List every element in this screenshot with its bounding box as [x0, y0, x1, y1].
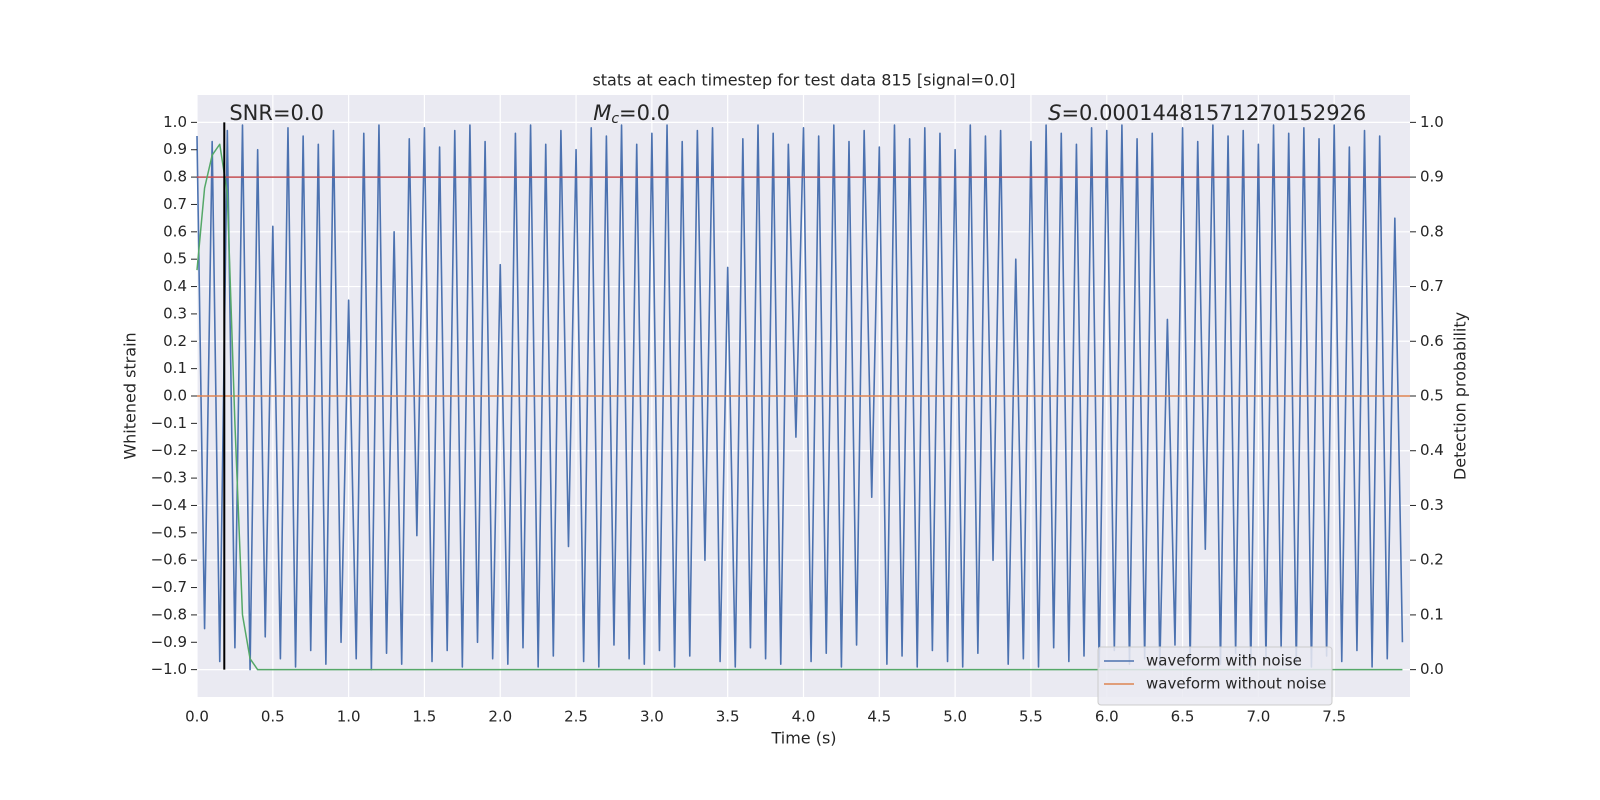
x-tick-label: 3.5: [716, 708, 740, 726]
annotation-text: =0.0: [619, 101, 670, 125]
legend-label: waveform with noise: [1146, 652, 1302, 670]
y-tick-label: 0.6: [163, 222, 187, 240]
x-tick-label: 2.0: [488, 708, 512, 726]
y-tick-label: −0.7: [151, 578, 187, 596]
y2-tick-label: 0.8: [1420, 222, 1444, 240]
annotation-text: SNR=0.0: [229, 101, 324, 125]
legend-label: waveform without noise: [1146, 675, 1326, 693]
y2-tick-label: 0.6: [1420, 332, 1444, 350]
y2-tick-label: 0.0: [1420, 660, 1444, 678]
annotation: SNR=0.0: [229, 101, 324, 125]
y-tick-label: 0.1: [163, 359, 187, 377]
y-tick-label: −0.3: [151, 469, 187, 487]
y-tick-label: 1.0: [163, 113, 187, 131]
y2-tick-label: 0.9: [1420, 168, 1444, 186]
y2-tick-label: 1.0: [1420, 113, 1444, 131]
y-tick-label: −0.2: [151, 441, 187, 459]
annotation-symbol: M: [593, 101, 611, 125]
x-tick-label: 0.0: [185, 708, 209, 726]
x-tick-label: 7.5: [1322, 708, 1346, 726]
y2-axis-label: Detection probability: [1451, 312, 1470, 480]
x-tick-label: 2.5: [564, 708, 588, 726]
x-tick-label: 3.0: [640, 708, 664, 726]
y-tick-label: 0.9: [163, 140, 187, 158]
y-tick-label: 0.7: [163, 195, 187, 213]
y2-tick-label: 0.4: [1420, 441, 1444, 459]
x-tick-label: 7.0: [1246, 708, 1270, 726]
y-tick-label: 0.0: [163, 387, 187, 405]
y2-tick-label: 0.1: [1420, 605, 1444, 623]
y-tick-label: −0.5: [151, 523, 187, 541]
y-tick-label: −0.4: [151, 496, 187, 514]
x-tick-label: 5.5: [1019, 708, 1043, 726]
annotation: Mc=0.0: [593, 101, 670, 127]
series-line: [196, 143, 1403, 671]
y-tick-label: −0.1: [151, 414, 187, 432]
y-tick-label: 0.8: [163, 168, 187, 186]
annotation-text: =0.00014481571270152926: [1061, 101, 1366, 125]
y-axis-label: Whitened strain: [121, 332, 140, 459]
y-tick-label: 0.5: [163, 250, 187, 268]
x-tick-label: 4.0: [792, 708, 816, 726]
x-tick-label: 4.5: [867, 708, 891, 726]
y-tick-label: 0.2: [163, 332, 187, 350]
x-axis-label: Time (s): [770, 729, 836, 748]
y-tick-label: 0.4: [163, 277, 187, 295]
x-tick-label: 1.5: [413, 708, 437, 726]
marks: [196, 122, 1410, 671]
chart-title: stats at each timestep for test data 815…: [592, 71, 1015, 90]
y2-tick-label: 0.2: [1420, 551, 1444, 569]
x-tick-label: 1.0: [337, 708, 361, 726]
x-tick-label: 6.5: [1171, 708, 1195, 726]
y2-tick-label: 0.3: [1420, 496, 1444, 514]
y-tick-label: 0.3: [163, 304, 187, 322]
legend-box: [1097, 646, 1333, 706]
annotation: S=0.00014481571270152926: [1048, 101, 1366, 125]
series-line: [196, 124, 1404, 671]
axes: 0.0 0.5 1.0 1.5 2.0 2.5 3.0 3.5 4.0 4.5 5.0 5.5 6.0 6…: [151, 101, 1444, 726]
y-tick-label: −0.6: [151, 551, 187, 569]
x-tick-label: 0.5: [261, 708, 285, 726]
y2-tick-label: 0.5: [1420, 387, 1444, 405]
y-tick-label: −0.9: [151, 633, 187, 651]
y-tick-label: −0.8: [151, 605, 187, 623]
annotation-subscript: c: [611, 111, 619, 127]
y2-tick-label: 0.7: [1420, 277, 1444, 295]
y-tick-label: −1.0: [151, 660, 187, 678]
annotation-symbol: S: [1048, 101, 1061, 125]
x-tick-label: 5.0: [943, 708, 967, 726]
x-tick-label: 6.0: [1095, 708, 1119, 726]
